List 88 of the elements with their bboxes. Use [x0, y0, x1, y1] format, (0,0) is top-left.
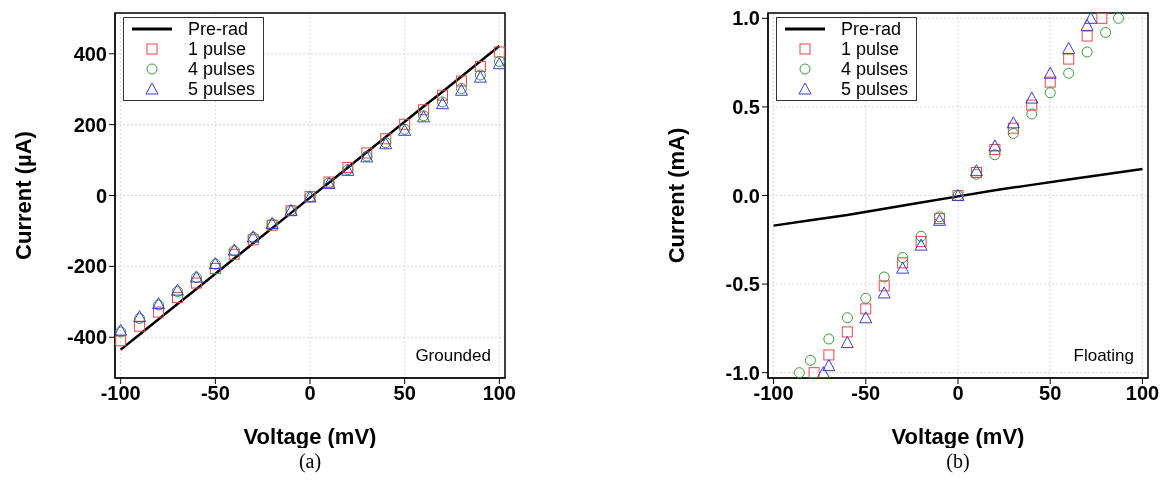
point [1006, 116, 1020, 129]
point [1007, 127, 1019, 139]
point [1112, 13, 1124, 24]
x-tick-label: -100 [100, 382, 141, 405]
x-tick-label: 50 [1039, 382, 1062, 405]
legend-label: 5 pulses [188, 79, 256, 99]
point [989, 143, 1001, 155]
point [896, 261, 910, 274]
point [1025, 91, 1039, 104]
point [808, 367, 820, 378]
y-axis-title: Current (µA) [10, 131, 36, 260]
y-tick-label: -400 [66, 326, 107, 349]
point [1080, 18, 1094, 31]
point [455, 75, 467, 87]
x-tick-label: 0 [304, 382, 316, 405]
line-series [772, 167, 1144, 227]
point [822, 359, 836, 372]
point [399, 118, 411, 130]
legend-label: Pre-rad [841, 19, 902, 39]
point [1100, 26, 1112, 38]
y-tick-label: 0 [95, 184, 107, 207]
y-tick-label: 400 [73, 42, 107, 65]
y-tick-label: 0.0 [732, 184, 760, 207]
point [1063, 53, 1075, 65]
point [804, 354, 816, 366]
legend-label: 5 pulses [841, 79, 909, 99]
x-tick-label: -100 [753, 382, 794, 405]
y-tick-label: -1.0 [725, 361, 760, 384]
y-tick-label: 0.5 [732, 96, 760, 119]
point [1063, 67, 1075, 79]
point [437, 89, 449, 101]
y-tick-label: -200 [66, 255, 107, 278]
point [1081, 46, 1093, 58]
x-tick-label: 0 [952, 382, 964, 405]
point [860, 303, 872, 315]
point [989, 149, 1001, 161]
point [190, 277, 202, 289]
point [841, 312, 853, 324]
point [1044, 76, 1056, 88]
point [823, 333, 835, 345]
point [1043, 66, 1057, 79]
point [153, 306, 165, 318]
text: (a) [297, 450, 323, 473]
point [1026, 99, 1038, 111]
point [474, 61, 486, 73]
legend-label: 1 pulse [841, 39, 900, 59]
x-tick-label: -50 [851, 382, 881, 405]
point [1007, 122, 1019, 134]
legend-label: 1 pulse [188, 39, 247, 59]
point [1096, 13, 1108, 24]
point [897, 257, 909, 269]
point [878, 280, 890, 292]
x-tick-label: 50 [393, 382, 416, 405]
legend-label: 4 pulses [841, 59, 909, 79]
point [841, 326, 853, 338]
annotation: Grounded [415, 346, 491, 366]
point [840, 336, 854, 349]
point [1081, 30, 1093, 42]
y-tick-label: 200 [73, 113, 107, 136]
x-tick-label: 100 [1125, 382, 1160, 405]
point [1026, 108, 1038, 120]
x-axis-title: Voltage (mV) [891, 424, 1025, 449]
point [171, 292, 183, 304]
point [816, 366, 830, 378]
annotation: Floating [1073, 346, 1134, 366]
point [860, 292, 872, 304]
point [1044, 87, 1056, 99]
x-tick-label: -50 [200, 382, 230, 405]
point [988, 139, 1002, 152]
point [1062, 41, 1076, 54]
point [493, 46, 505, 58]
point [915, 230, 927, 242]
y-axis-title: Current (mA) [663, 127, 689, 264]
point [793, 367, 805, 378]
text: (b) [945, 450, 971, 473]
legend-label: 4 pulses [188, 59, 256, 79]
point [859, 311, 873, 324]
y-tick-label: 1.0 [732, 7, 760, 30]
point [877, 286, 891, 299]
point [897, 252, 909, 264]
point [418, 104, 430, 116]
point [1084, 13, 1098, 24]
point [823, 349, 835, 361]
x-axis-title: Voltage (mV) [243, 424, 377, 449]
x-tick-label: 100 [482, 382, 517, 405]
point [878, 271, 890, 283]
legend-label: Pre-rad [188, 19, 249, 39]
y-tick-label: -0.5 [725, 273, 760, 296]
